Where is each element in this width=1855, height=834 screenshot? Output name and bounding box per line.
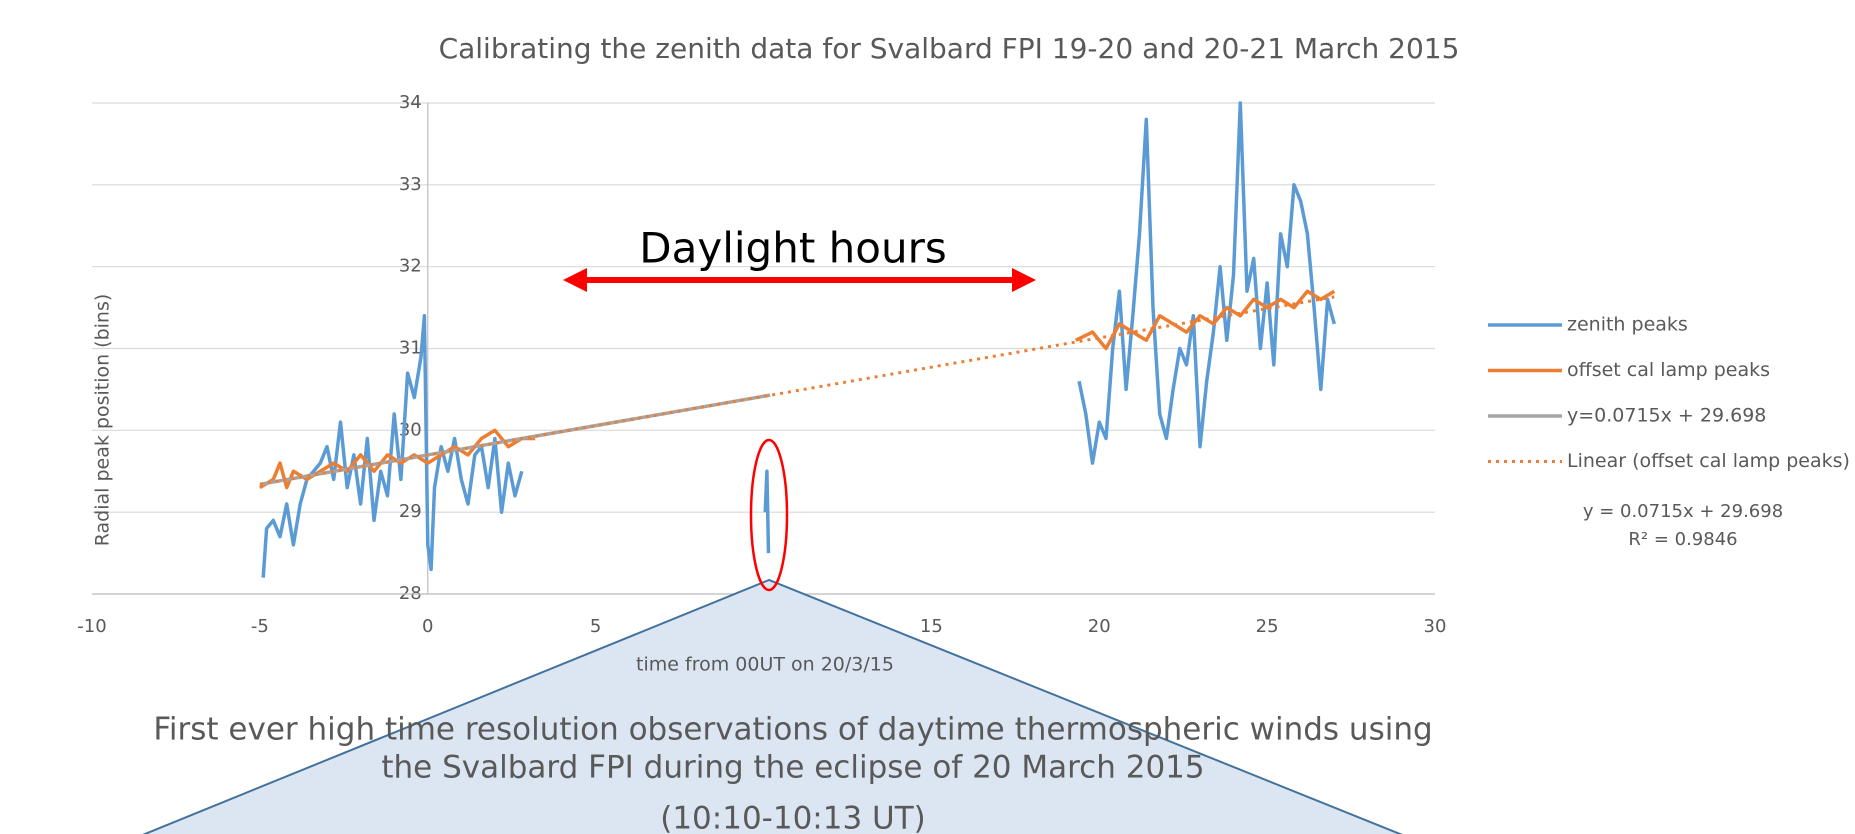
- y-tick-label: 29: [399, 501, 422, 522]
- legend-label: zenith peaks: [1567, 314, 1688, 336]
- daylight-label: Daylight hours: [639, 224, 946, 273]
- x-tick-label: 30: [1424, 616, 1447, 637]
- x-tick-label: 25: [1256, 616, 1279, 637]
- callout-text: (10:10-10:13 UT): [660, 801, 926, 834]
- x-tick-label: 5: [590, 616, 601, 637]
- trend-r-squared: R² = 0.9846: [1628, 529, 1737, 550]
- callout-text: the Svalbard FPI during the eclipse of 2…: [381, 750, 1204, 786]
- y-tick-label: 33: [399, 174, 422, 195]
- y-tick-label: 32: [399, 256, 422, 277]
- callout-shape: [142, 578, 1403, 834]
- plot: [258, 101, 1336, 578]
- highlight-ellipse: [749, 438, 789, 592]
- y-tick-label: 34: [399, 92, 422, 113]
- y-tick-label: 31: [399, 338, 422, 359]
- chart-title: Calibrating the zenith data for Svalbard…: [439, 32, 1460, 65]
- legend-label: offset cal lamp peaks: [1567, 359, 1770, 381]
- series-line: [259, 393, 771, 487]
- x-tick-label: -5: [251, 616, 269, 637]
- legend-label: Linear (offset cal lamp peaks): [1567, 450, 1850, 472]
- trend-equation: y = 0.0715x + 29.698: [1583, 501, 1783, 522]
- legend: zenith peaks offset cal lamp peaks y=0.071…: [1488, 314, 1850, 472]
- series-line: [261, 101, 1336, 578]
- x-tick-label: -10: [77, 616, 106, 637]
- x-axis-label: time from 00UT on 20/3/15: [636, 654, 894, 676]
- legend-label: y=0.0715x + 29.698: [1567, 405, 1766, 427]
- x-tick-label: 20: [1088, 616, 1111, 637]
- series-line: [259, 295, 1335, 486]
- x-tick-label: 0: [422, 616, 433, 637]
- callout-text: First ever high time resolution observat…: [153, 712, 1432, 748]
- y-axis-label: Radial peak position (bins): [92, 294, 114, 547]
- x-tick-label: 15: [920, 616, 943, 637]
